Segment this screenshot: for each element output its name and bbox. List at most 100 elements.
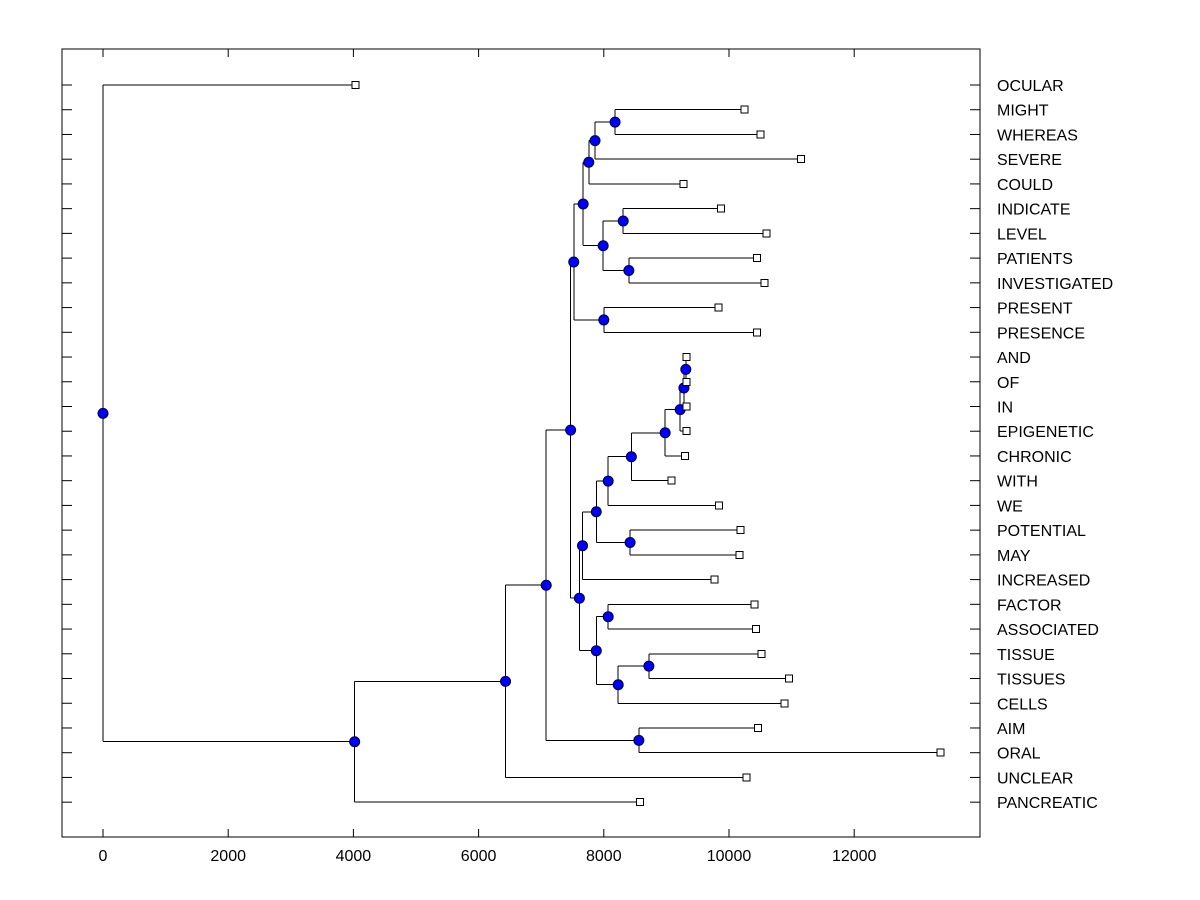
leaf-marker-aim <box>753 723 762 732</box>
leaf-marker-severe <box>796 155 805 164</box>
leaf-marker-factor <box>750 600 759 609</box>
merge-node-n5 <box>565 424 577 436</box>
leaf-label-with: WITH <box>997 474 1038 491</box>
plot-frame <box>61 48 981 838</box>
leaf-label-unclear: UNCLEAR <box>997 770 1073 787</box>
merge-node-n7 <box>568 256 580 268</box>
leaf-marker-patients <box>753 254 762 263</box>
x-tick-label-10000: 10000 <box>707 848 752 865</box>
leaf-marker-and <box>682 353 691 362</box>
leaf-marker-with <box>667 476 676 485</box>
merge-node-n8 <box>573 592 585 604</box>
leaf-marker-might <box>740 105 749 114</box>
leaf-label-and: AND <box>997 350 1031 367</box>
leaf-label-patients: PATIENTS <box>997 251 1073 268</box>
leaf-marker-whereas <box>756 130 765 139</box>
merge-node-n1 <box>97 407 109 419</box>
leaf-label-we: WE <box>997 498 1023 515</box>
leaf-label-may: MAY <box>997 548 1031 565</box>
merge-node-n9 <box>577 198 589 210</box>
leaf-marker-potential <box>736 526 745 535</box>
leaf-marker-present <box>714 303 723 312</box>
merge-node-n2 <box>349 736 361 748</box>
leaf-marker-tissue <box>757 649 766 658</box>
merge-node-n23 <box>659 427 671 439</box>
leaf-marker-unclear <box>742 773 751 782</box>
leaf-label-chronic: CHRONIC <box>997 449 1072 466</box>
leaf-marker-oral <box>936 748 945 757</box>
leaf-label-epigenetic: EPIGENETIC <box>997 424 1094 441</box>
leaf-marker-we <box>714 501 723 510</box>
leaf-label-cells: CELLS <box>997 696 1048 713</box>
merge-node-n27 <box>602 611 614 623</box>
dendrogram-links <box>102 84 941 803</box>
merge-node-n6 <box>633 734 645 746</box>
leaf-marker-could <box>679 179 688 188</box>
leaf-label-severe: SEVERE <box>997 152 1062 169</box>
leaf-label-associated: ASSOCIATED <box>997 622 1099 639</box>
merge-node-n18 <box>590 645 602 657</box>
merge-node-n4 <box>540 579 552 591</box>
merge-node-n3 <box>500 675 512 687</box>
leaf-label-aim: AIM <box>997 721 1025 738</box>
leaf-label-in: IN <box>997 399 1013 416</box>
leaf-markers <box>351 81 945 807</box>
merge-node-n20 <box>602 475 614 487</box>
leaf-marker-epigenetic <box>682 427 691 436</box>
leaf-marker-pancreatic <box>636 798 645 807</box>
leaf-label-present: PRESENT <box>997 301 1073 318</box>
merge-node-n19 <box>590 506 602 518</box>
leaf-label-factor: FACTOR <box>997 597 1062 614</box>
merge-node-n12 <box>597 240 609 252</box>
merge-node-n11 <box>583 156 595 168</box>
x-tick-label-4000: 4000 <box>336 848 372 865</box>
leaf-marker-cells <box>780 699 789 708</box>
leaf-marker-in <box>682 402 691 411</box>
merge-node-n22 <box>625 451 637 463</box>
leaf-marker-of <box>682 377 691 386</box>
leaf-marker-tissues <box>785 674 794 683</box>
merge-node-n15 <box>617 215 629 227</box>
leaf-label-tissues: TISSUES <box>997 672 1065 689</box>
leaf-marker-may <box>735 550 744 559</box>
leaf-label-of: OF <box>997 375 1019 392</box>
x-tick-label-2000: 2000 <box>210 848 246 865</box>
leaf-marker-indicate <box>716 204 725 213</box>
leaf-label-indicate: INDICATE <box>997 202 1070 219</box>
merge-node-n26 <box>680 363 692 375</box>
leaf-label-whereas: WHEREAS <box>997 127 1078 144</box>
leaf-label-tissue: TISSUE <box>997 647 1055 664</box>
leaf-label-presence: PRESENCE <box>997 325 1085 342</box>
leaf-label-oral: ORAL <box>997 746 1041 763</box>
x-tick-label-6000: 6000 <box>461 848 497 865</box>
merge-node-n28 <box>612 679 624 691</box>
leaf-label-might: MIGHT <box>997 103 1049 120</box>
leaf-label-potential: POTENTIAL <box>997 523 1086 540</box>
leaf-label-increased: INCREASED <box>997 573 1090 590</box>
leaf-marker-investigated <box>760 278 769 287</box>
merge-node-n10 <box>598 314 610 326</box>
merge-node-n13 <box>589 135 601 147</box>
merge-node-n17 <box>577 540 589 552</box>
axis-ticks <box>62 49 980 837</box>
leaf-marker-increased <box>710 575 719 584</box>
merge-node-n21 <box>624 537 636 549</box>
merge-node-n14 <box>609 116 621 128</box>
merge-nodes <box>97 116 692 748</box>
leaf-labels: OCULAR MIGHT WHEREAS SEVERE COULD INDICATE LEV… <box>997 78 1113 812</box>
leaf-marker-associated <box>751 625 760 634</box>
x-axis-tick-labels: 0 2000 4000 6000 8000 10000 12000 <box>99 848 877 865</box>
leaf-label-ocular: OCULAR <box>997 78 1064 95</box>
merge-node-n29 <box>643 660 655 672</box>
leaf-marker-presence <box>753 328 762 337</box>
leaf-marker-level <box>762 229 771 238</box>
leaf-label-level: LEVEL <box>997 226 1047 243</box>
x-tick-label-8000: 8000 <box>586 848 622 865</box>
x-tick-label-0: 0 <box>99 848 108 865</box>
leaf-label-investigated: INVESTIGATED <box>997 276 1113 293</box>
leaf-label-could: COULD <box>997 177 1053 194</box>
leaf-label-pancreatic: PANCREATIC <box>997 795 1098 812</box>
leaf-marker-ocular <box>351 81 360 89</box>
x-tick-label-12000: 12000 <box>832 848 877 865</box>
